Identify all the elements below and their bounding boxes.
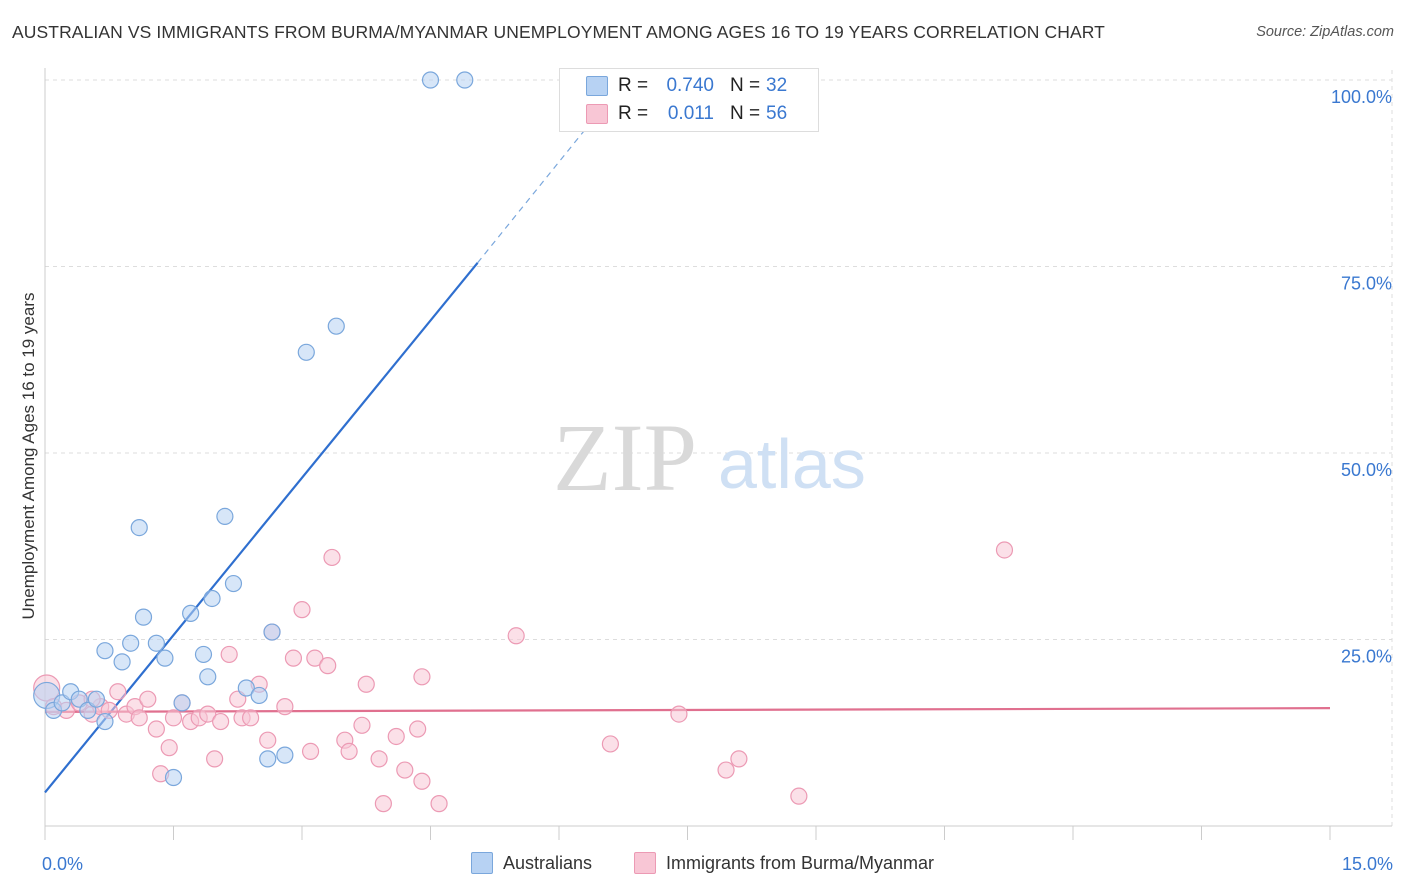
immigrants-point: [353, 716, 371, 734]
immigrants-point: [323, 548, 341, 567]
immigrants-point: [160, 739, 178, 757]
immigrants-point: [430, 795, 448, 813]
bottom-legend-label-australians: Australians: [503, 852, 593, 873]
immigrants-point: [259, 731, 277, 749]
australians-point: [130, 518, 148, 537]
immigrants-point: [396, 761, 414, 779]
australians-trend-line: [44, 262, 479, 794]
legend-n-value: 56: [766, 103, 788, 124]
y-tick-label: 25.0%: [1341, 647, 1392, 667]
immigrants-point: [730, 750, 748, 768]
tick-labels: 25.0% 50.0% 75.0% 100.0% 0.0% 15.0%: [42, 87, 1393, 874]
legend-swatch-immigrants: [586, 104, 608, 124]
australians-point: [164, 768, 183, 787]
australians-point: [297, 343, 315, 361]
chart-title: AUSTRALIAN VS IMMIGRANTS FROM BURMA/MYAN…: [12, 22, 1105, 42]
correlation-legend: R = 0.740 N = 32 R = 0.011 N = 56: [559, 68, 819, 132]
y-tick-label: 50.0%: [1341, 460, 1392, 480]
legend-swatch-australians: [586, 76, 608, 96]
bottom-legend-swatch-immigrants: [634, 852, 656, 874]
trend-lines: [44, 124, 1331, 794]
immigrants-point: [130, 709, 148, 727]
australians-point: [237, 679, 255, 697]
immigrants-point: [284, 649, 303, 667]
watermark-zip: ZIP: [553, 404, 697, 511]
immigrants-point: [340, 742, 358, 761]
australians-point: [203, 589, 221, 608]
watermark: ZIP atlas: [553, 404, 866, 511]
bottom-legend-australians: Australians: [471, 852, 592, 874]
legend-n-label: N =: [730, 75, 761, 96]
legend-r-label: R =: [618, 75, 649, 96]
australians-point: [156, 649, 174, 667]
watermark-atlas: atlas: [718, 425, 866, 503]
australians-point: [250, 686, 268, 705]
immigrants-point: [306, 649, 324, 667]
immigrants-point: [413, 668, 431, 686]
legend-n-label: N =: [730, 103, 761, 124]
immigrants-point: [164, 709, 183, 727]
data-points: [33, 71, 1014, 813]
australians-point: [276, 746, 294, 764]
australians-point: [224, 574, 243, 593]
australians-point: [113, 653, 131, 671]
immigrants-point: [199, 705, 217, 723]
legend-r-value: 0.740: [666, 75, 714, 96]
bottom-legend-immigrants: Immigrants from Burma/Myanmar: [634, 852, 934, 874]
australians-point: [96, 712, 114, 731]
immigrants-point: [276, 698, 294, 716]
immigrants-point: [370, 750, 388, 768]
australians-point: [96, 642, 114, 660]
australians-point: [134, 608, 153, 626]
australians-point: [122, 634, 140, 652]
australians-point: [216, 507, 234, 526]
immigrants-point: [601, 735, 620, 753]
y-tick-label: 75.0%: [1341, 274, 1392, 294]
legend-r-value: 0.011: [667, 103, 714, 124]
australians-point: [182, 604, 200, 622]
immigrants-point: [212, 712, 230, 731]
immigrants-point: [507, 627, 525, 645]
immigrants-point: [147, 720, 165, 738]
australians-point: [327, 317, 345, 335]
australians-point: [263, 623, 281, 641]
legend-n-value: 32: [766, 75, 788, 96]
immigrants-point: [357, 675, 375, 693]
x-tick-label: 0.0%: [42, 854, 83, 874]
immigrants-point: [717, 761, 735, 779]
australians-point: [87, 690, 106, 708]
legend-r-label: R =: [618, 103, 649, 124]
australians-point: [456, 71, 474, 89]
immigrants-point: [319, 657, 337, 675]
y-tick-label: 100.0%: [1331, 87, 1392, 107]
australians-point: [173, 694, 191, 712]
immigrants-point: [139, 690, 157, 708]
australians-point: [199, 668, 217, 686]
immigrants-point: [409, 720, 427, 738]
australians-point: [147, 634, 165, 652]
immigrants-trend-line: [44, 707, 1331, 713]
australians-trend-extension: [477, 124, 590, 264]
y-axis-label: Unemployment Among Ages 16 to 19 years: [19, 292, 38, 620]
immigrants-point: [206, 750, 224, 768]
source-label: Source: ZipAtlas.com: [1256, 24, 1394, 40]
immigrants-point: [790, 787, 808, 805]
immigrants-point: [220, 645, 238, 664]
australians-point: [259, 750, 277, 768]
bottom-legend-label-immigrants: Immigrants from Burma/Myanmar: [666, 852, 935, 873]
immigrants-point: [293, 601, 311, 619]
immigrants-point: [374, 795, 392, 813]
immigrants-point: [387, 727, 405, 746]
immigrants-point: [301, 742, 320, 761]
australians-point: [421, 71, 440, 89]
immigrants-point: [670, 705, 688, 723]
immigrants-point: [242, 709, 260, 727]
immigrants-point: [995, 541, 1014, 559]
australians-point: [194, 645, 213, 664]
immigrants-point: [413, 772, 431, 790]
immigrants-point: [109, 683, 127, 701]
x-tick-label: 15.0%: [1342, 854, 1393, 874]
bottom-legend-swatch-australians: [471, 852, 493, 874]
